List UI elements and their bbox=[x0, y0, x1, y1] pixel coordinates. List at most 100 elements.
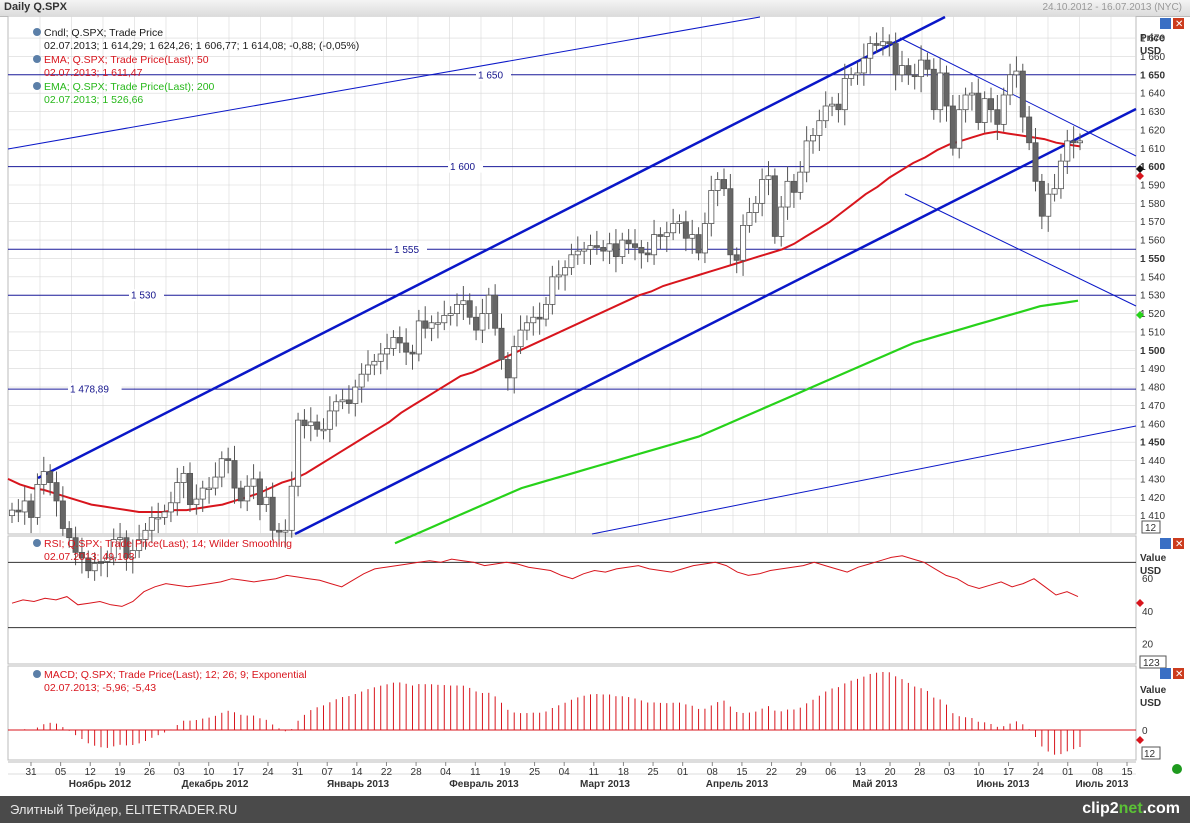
candle-up bbox=[8, 509, 15, 517]
candle-down bbox=[396, 337, 403, 344]
day-tick-label: 01 bbox=[677, 767, 689, 778]
candle-up bbox=[918, 59, 925, 78]
candle-up bbox=[218, 458, 225, 478]
candle-up bbox=[1051, 188, 1058, 195]
level-label: 1 530 bbox=[131, 291, 156, 302]
footer-source: Элитный Трейдер, ELITETRADER.RU bbox=[10, 802, 238, 817]
day-tick-label: 18 bbox=[618, 767, 630, 778]
candle-up bbox=[358, 373, 365, 388]
candle-down bbox=[314, 421, 321, 430]
price-maximize-button[interactable] bbox=[1160, 18, 1171, 29]
candle-up bbox=[364, 364, 371, 375]
candle-up bbox=[326, 410, 333, 430]
candle-up bbox=[511, 346, 518, 379]
day-tick-label: 10 bbox=[973, 767, 985, 778]
rsi-panel-frame bbox=[7, 535, 1137, 665]
legend-rsi-icon[interactable] bbox=[33, 539, 41, 547]
candle-down bbox=[892, 43, 899, 76]
candle-down bbox=[943, 72, 950, 107]
price-tick-label: 1 650 bbox=[1140, 70, 1165, 81]
day-tick-label: 04 bbox=[559, 767, 571, 778]
footer-brand: clip2net.com bbox=[1082, 800, 1180, 818]
legend-candle-values: 02.07.2013; 1 614,29; 1 624,26; 1 606,77… bbox=[44, 40, 359, 52]
price-tick-label: 1 460 bbox=[1140, 419, 1165, 430]
candle-down bbox=[466, 300, 473, 318]
candle-up bbox=[1013, 70, 1020, 76]
candle-down bbox=[1019, 70, 1026, 118]
candle-up bbox=[479, 313, 486, 331]
candle-up bbox=[714, 179, 721, 191]
candle-up bbox=[803, 140, 810, 173]
candle-up bbox=[752, 202, 759, 213]
day-tick-label: 12 bbox=[85, 767, 97, 778]
candle-down bbox=[790, 180, 797, 193]
candle-down bbox=[269, 496, 276, 531]
price-tick-label: 1 570 bbox=[1140, 217, 1165, 228]
legend-ema50-icon[interactable] bbox=[33, 55, 41, 63]
candle-down bbox=[473, 316, 480, 331]
level-label-bg bbox=[392, 243, 427, 256]
candle-up bbox=[161, 511, 168, 518]
legend-ema200-icon[interactable] bbox=[33, 82, 41, 90]
day-tick-label: 20 bbox=[884, 767, 896, 778]
legend-macd-values: 02.07.2013; -5,96; -5,43 bbox=[44, 682, 156, 694]
day-tick-label: 28 bbox=[914, 767, 926, 778]
legend-macd-icon[interactable] bbox=[33, 670, 41, 678]
rsi-close-button[interactable] bbox=[1173, 538, 1184, 549]
candle-up bbox=[1045, 193, 1052, 217]
candle-down bbox=[422, 320, 429, 329]
candle-up bbox=[104, 557, 111, 562]
day-tick-label: 14 bbox=[351, 767, 363, 778]
candle-up bbox=[1064, 140, 1071, 162]
rsi-panel-buttons: ✕ bbox=[1160, 538, 1184, 550]
candle-up bbox=[606, 243, 613, 252]
level-label-bg bbox=[476, 68, 511, 81]
price-tick-label: 1 510 bbox=[1140, 327, 1165, 338]
price-tick-label: 1 580 bbox=[1140, 199, 1165, 210]
price-tick-label: 1 670 bbox=[1140, 34, 1165, 45]
candle-up bbox=[549, 276, 556, 305]
candle-up bbox=[574, 250, 581, 256]
day-tick-label: 17 bbox=[1003, 767, 1015, 778]
price-legend: Cndl; Q.SPX; Trade Price 02.07.2013; 1 6… bbox=[33, 27, 359, 106]
candle-up bbox=[517, 329, 524, 348]
candle-down bbox=[911, 74, 918, 78]
legend-rsi-title: RSI; Q.SPX; Trade Price(Last); 14; Wilde… bbox=[44, 538, 292, 550]
legend-candle-icon[interactable] bbox=[33, 28, 41, 36]
candle-up bbox=[282, 529, 289, 533]
macd-close-button[interactable] bbox=[1173, 668, 1184, 679]
candle-up bbox=[110, 539, 117, 559]
ema200-marker bbox=[1136, 311, 1144, 319]
candle-down bbox=[835, 103, 842, 111]
candle-up bbox=[288, 485, 295, 531]
candle-up bbox=[460, 300, 467, 305]
downtrend-upper bbox=[899, 37, 1137, 157]
candle-down bbox=[988, 98, 995, 111]
price-tick-label: 1 590 bbox=[1140, 180, 1165, 191]
candle-down bbox=[256, 478, 263, 506]
day-tick-label: 28 bbox=[411, 767, 423, 778]
candle-up bbox=[740, 225, 747, 261]
candle-down bbox=[53, 482, 60, 502]
candle-up bbox=[174, 482, 181, 504]
month-label: Июль 2013 bbox=[1075, 779, 1128, 790]
price-close-button[interactable] bbox=[1173, 18, 1184, 29]
candle-up bbox=[117, 537, 124, 540]
candle-up bbox=[981, 98, 988, 123]
legend-ema200-values: 02.07.2013; 1 526,66 bbox=[44, 94, 143, 106]
candle-up bbox=[962, 94, 969, 111]
month-label: Февраль 2013 bbox=[449, 779, 519, 790]
candle-up bbox=[759, 179, 766, 204]
rsi-maximize-button[interactable] bbox=[1160, 538, 1171, 549]
day-tick-label: 15 bbox=[1121, 767, 1133, 778]
month-label: Март 2013 bbox=[580, 779, 630, 790]
candle-up bbox=[651, 234, 658, 256]
candle-down bbox=[237, 487, 244, 502]
candle-down bbox=[85, 557, 92, 572]
candle-up bbox=[320, 428, 327, 432]
macd-maximize-button[interactable] bbox=[1160, 668, 1171, 679]
grid-lines bbox=[8, 16, 1136, 534]
level-label: 1 600 bbox=[450, 162, 475, 173]
price-panel-buttons: ✕ bbox=[1160, 18, 1184, 30]
candle-down bbox=[682, 221, 689, 239]
